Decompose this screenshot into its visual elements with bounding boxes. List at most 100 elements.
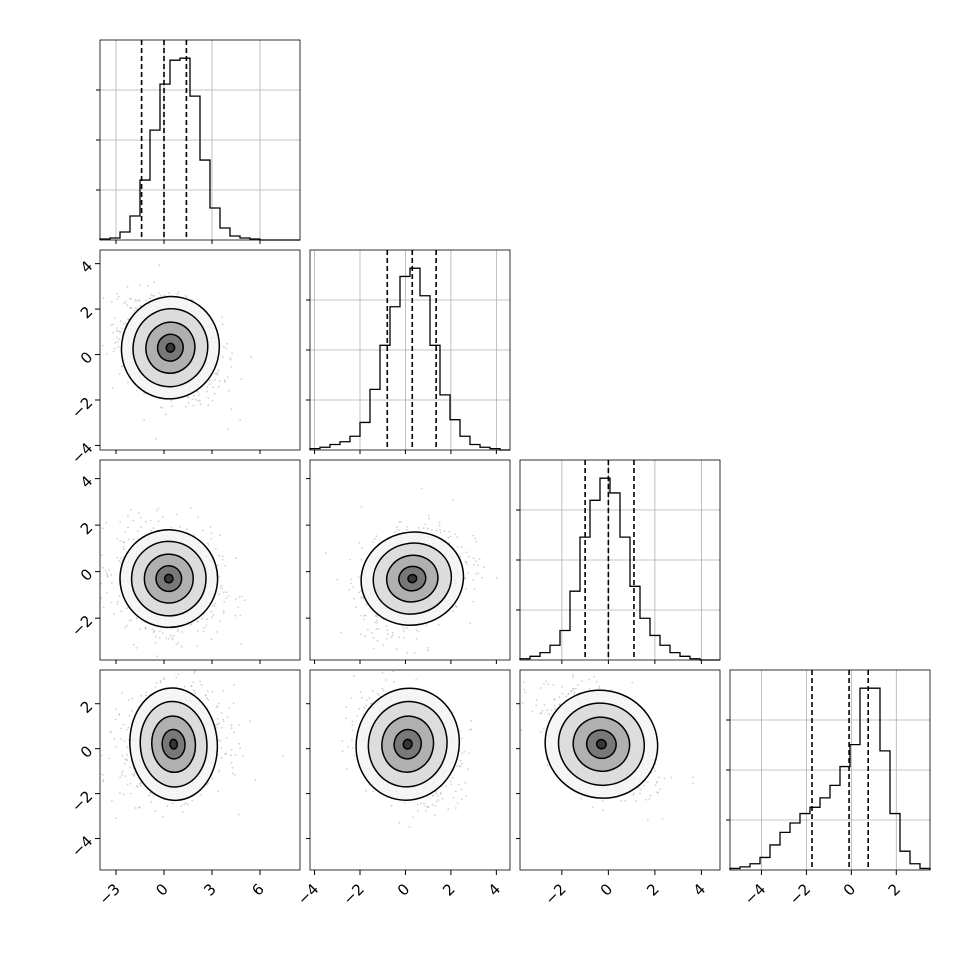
scatter-point (222, 591, 225, 594)
scatter-point (359, 690, 362, 693)
scatter-point (395, 526, 398, 529)
scatter-point (120, 365, 123, 367)
scatter-point (218, 722, 220, 724)
scatter-point (386, 629, 389, 632)
scatter-point (250, 356, 253, 358)
scatter-point (172, 634, 175, 637)
scatter-point (424, 805, 427, 807)
scatter-point (91, 556, 93, 558)
scatter-point (495, 576, 498, 579)
scatter-point (225, 591, 228, 594)
scatter-point (366, 699, 368, 701)
scatter-point (154, 635, 157, 638)
density-contour (407, 573, 418, 584)
scatter-point (118, 330, 121, 333)
scatter-point (170, 399, 173, 402)
scatter-point (230, 727, 233, 730)
scatter-point (595, 681, 598, 683)
scatter-point (350, 578, 353, 581)
scatter-point (133, 309, 136, 312)
scatter-point (153, 294, 155, 297)
scatter-point (126, 758, 128, 761)
scatter-point (121, 774, 123, 777)
scatter-point (129, 792, 132, 795)
scatter-point (543, 703, 546, 706)
scatter-point (237, 606, 240, 609)
scatter-point (124, 758, 126, 760)
scatter-point (111, 387, 114, 390)
scatter-point (110, 731, 113, 733)
scatter-point (353, 597, 356, 600)
scatter-point (102, 773, 104, 776)
scatter-point (127, 538, 130, 541)
scatter-point (426, 527, 429, 530)
scatter-point (439, 531, 442, 534)
scatter-point (363, 707, 366, 709)
scatter-point (435, 529, 438, 532)
scatter-point (226, 342, 229, 345)
scatter-point (470, 728, 472, 731)
scatter-point (148, 794, 150, 797)
scatter-point (364, 614, 367, 617)
scatter-point (475, 540, 478, 543)
scatter-point (431, 803, 434, 806)
scatter-point (230, 365, 233, 368)
scatter-point (145, 299, 147, 302)
scatter-point (373, 537, 376, 540)
scatter-point (341, 750, 344, 753)
scatter-point (126, 607, 128, 610)
scatter-point (119, 539, 122, 542)
scatter-point (214, 602, 216, 605)
scatter-point (121, 327, 124, 330)
scatter-point (392, 631, 394, 634)
scatter-point (164, 413, 167, 416)
scatter-point (232, 702, 235, 705)
scatter-point (454, 604, 457, 607)
scatter-point (106, 574, 109, 577)
scatter-point (212, 386, 215, 389)
scatter-point (126, 746, 129, 749)
scatter-point (477, 564, 480, 567)
scatter-point (646, 819, 649, 822)
scatter-point (452, 498, 454, 501)
scatter-point (192, 299, 195, 301)
scatter-point (437, 799, 440, 801)
scatter-point (472, 579, 474, 582)
scatter-point (121, 754, 124, 757)
scatter-point (201, 617, 204, 620)
scatter-point (210, 538, 213, 540)
scatter-point (382, 644, 385, 646)
scatter-point (120, 727, 123, 730)
scatter-point (390, 804, 393, 807)
scatter-point (101, 554, 103, 557)
scatter-point (213, 605, 216, 608)
scatter-point (215, 723, 218, 726)
scatter-point (162, 815, 164, 818)
scatter-point (369, 702, 372, 705)
scatter-point (254, 779, 257, 781)
scatter-point (467, 572, 470, 574)
scatter-point (106, 572, 108, 575)
scatter-point (194, 692, 197, 694)
scatter-point (101, 754, 103, 757)
panel-frame (729, 669, 931, 871)
scatter-point (420, 802, 422, 805)
scatter-point (547, 683, 550, 686)
scatter-point (447, 808, 450, 810)
scatter-point (459, 765, 462, 768)
scatter-point (539, 712, 542, 715)
scatter-point (360, 558, 363, 561)
scatter-point (466, 563, 468, 565)
scatter-point (212, 614, 215, 616)
scatter-point (461, 762, 463, 765)
scatter-point (124, 300, 127, 303)
scatter-point (222, 610, 225, 612)
scatter-point (175, 676, 178, 679)
scatter-point (365, 789, 368, 792)
scatter-point (138, 806, 141, 809)
scatter-point (178, 525, 181, 528)
scatter-point (390, 636, 393, 638)
scatter-point (201, 529, 204, 532)
scatter-point (116, 336, 118, 339)
scatter-point (191, 799, 194, 802)
